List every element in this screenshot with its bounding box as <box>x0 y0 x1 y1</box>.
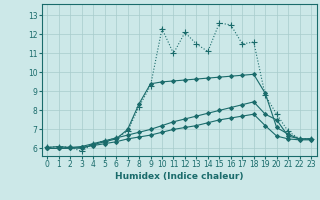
X-axis label: Humidex (Indice chaleur): Humidex (Indice chaleur) <box>115 172 244 181</box>
